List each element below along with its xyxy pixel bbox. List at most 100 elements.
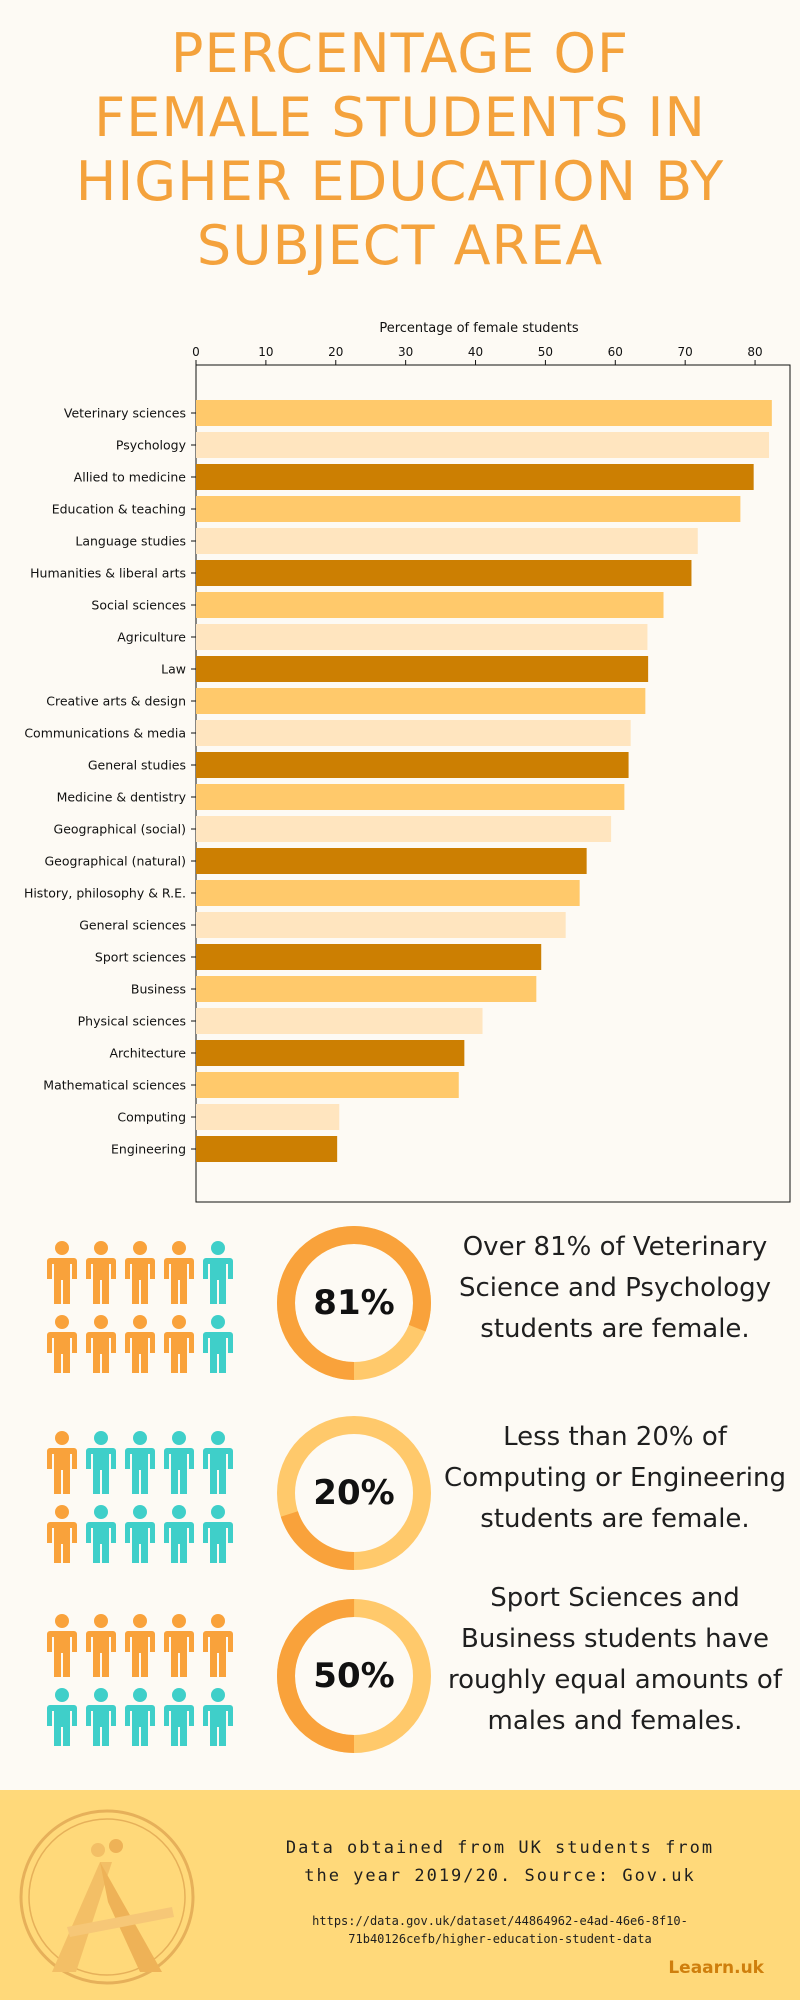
category-label: Creative arts & design (46, 694, 186, 709)
stat-line: Sport Sciences and (490, 1583, 740, 1613)
bar (196, 496, 741, 522)
page-title: PERCENTAGE OF FEMALE STUDENTS IN HIGHER … (0, 22, 800, 278)
person-icon (164, 1431, 194, 1494)
x-axis-label: Percentage of female students (379, 321, 579, 336)
percent-value: 20% (313, 1473, 395, 1513)
url-line: 71b40126cefb/higher-education-student-da… (348, 1932, 652, 1946)
bar (196, 624, 648, 650)
percent-value: 81% (313, 1283, 395, 1323)
category-label: Computing (117, 1110, 186, 1125)
stat-row-1: 81% Over 81% of Veterinary Science and P… (0, 1223, 800, 1393)
person-icon (125, 1614, 155, 1677)
person-icon (203, 1431, 233, 1494)
ring-fill (277, 1416, 431, 1570)
bar (196, 944, 542, 970)
title-line: FEMALE STUDENTS IN (94, 86, 706, 149)
title-line: HIGHER EDUCATION BY (75, 150, 725, 213)
category-label: Mathematical sciences (43, 1078, 186, 1093)
person-icon (164, 1688, 194, 1746)
bar (196, 464, 754, 490)
bar (196, 912, 566, 938)
person-icon (203, 1241, 233, 1304)
person-icon (164, 1315, 194, 1373)
stat-line: Computing or Engineering (444, 1463, 786, 1493)
bar (196, 784, 625, 810)
category-label: Allied to medicine (74, 470, 187, 485)
category-label: Humanities & liberal arts (30, 566, 186, 581)
bar (196, 400, 772, 426)
stat-line: males and females. (487, 1706, 743, 1736)
person-icon (86, 1431, 116, 1494)
stat-row-3: 50% Sport Sciences and Business students… (0, 1583, 800, 1766)
category-label: Law (161, 662, 186, 677)
person-icon (164, 1614, 194, 1677)
person-icon (125, 1431, 155, 1494)
person-icon (203, 1688, 233, 1746)
title-line: PERCENTAGE OF (170, 22, 630, 85)
category-label: Physical sciences (78, 1014, 186, 1029)
category-label: Education & teaching (52, 502, 186, 517)
bar (196, 1008, 483, 1034)
category-label: Agriculture (117, 630, 186, 645)
person-icon (125, 1688, 155, 1746)
brand-name: Leaarn.uk (668, 1958, 764, 1978)
bar-chart: Percentage of female students 0 10 20 30 40 50… (24, 321, 791, 1203)
stat-line: Less than 20% of (503, 1422, 727, 1452)
bar (196, 880, 580, 906)
category-label: General sciences (79, 918, 186, 933)
bar (196, 848, 587, 874)
person-icon (47, 1241, 77, 1304)
stat-line: students are female. (480, 1504, 750, 1534)
stat-line: Business students have (461, 1624, 769, 1654)
stat-description: Over 81% of Veterinary Science and Psych… (440, 1227, 790, 1350)
logo-seal-icon (19, 1809, 195, 1985)
category-label: Business (131, 982, 186, 997)
category-label: History, philosophy & R.E. (24, 886, 186, 901)
x-tick-label: 60 (608, 345, 623, 359)
bar (196, 592, 664, 618)
person-icon (203, 1614, 233, 1677)
person-icon (47, 1614, 77, 1677)
person-icon (203, 1315, 233, 1373)
person-icon (164, 1505, 194, 1563)
category-label: Communications & media (24, 726, 186, 741)
person-icon (203, 1505, 233, 1563)
bar (196, 432, 770, 458)
bar (196, 976, 537, 1002)
x-tick-label: 50 (538, 345, 553, 359)
person-icon (47, 1505, 77, 1563)
person-icon (47, 1688, 77, 1746)
category-label: Medicine & dentistry (57, 790, 187, 805)
bar (196, 1040, 465, 1066)
person-icon (86, 1315, 116, 1373)
source-note: Data obtained from UK students from the … (220, 1834, 780, 1890)
bar (196, 528, 698, 554)
x-tick-label: 10 (258, 345, 273, 359)
bar (196, 1104, 340, 1130)
stat-line: Over 81% of Veterinary (462, 1232, 768, 1262)
url-line: https://data.gov.uk/dataset/44864962-e4a… (312, 1914, 688, 1928)
person-icon (86, 1688, 116, 1746)
bar (196, 656, 649, 682)
stat-line: students are female. (480, 1314, 750, 1344)
category-label: Veterinary sciences (64, 406, 186, 421)
stat-description: Sport Sciences and Business students hav… (440, 1578, 790, 1742)
person-icon (164, 1241, 194, 1304)
category-label: Sport sciences (95, 950, 186, 965)
x-tick-label: 70 (678, 345, 693, 359)
percent-ring: 20% (274, 1413, 434, 1573)
x-tick-label: 30 (398, 345, 413, 359)
category-label: Engineering (111, 1142, 186, 1157)
people-pictogram (47, 1431, 233, 1563)
people-pictogram (47, 1614, 233, 1746)
x-tick-label: 20 (328, 345, 343, 359)
person-icon (125, 1241, 155, 1304)
percent-ring: 81% (274, 1223, 434, 1383)
source-url: https://data.gov.uk/dataset/44864962-e4a… (220, 1912, 780, 1948)
source-line: Data obtained from UK students from (285, 1838, 715, 1858)
x-tick-label: 80 (747, 345, 762, 359)
percent-ring: 50% (274, 1596, 434, 1756)
person-icon (47, 1431, 77, 1494)
person-icon (86, 1505, 116, 1563)
bar (196, 560, 692, 586)
